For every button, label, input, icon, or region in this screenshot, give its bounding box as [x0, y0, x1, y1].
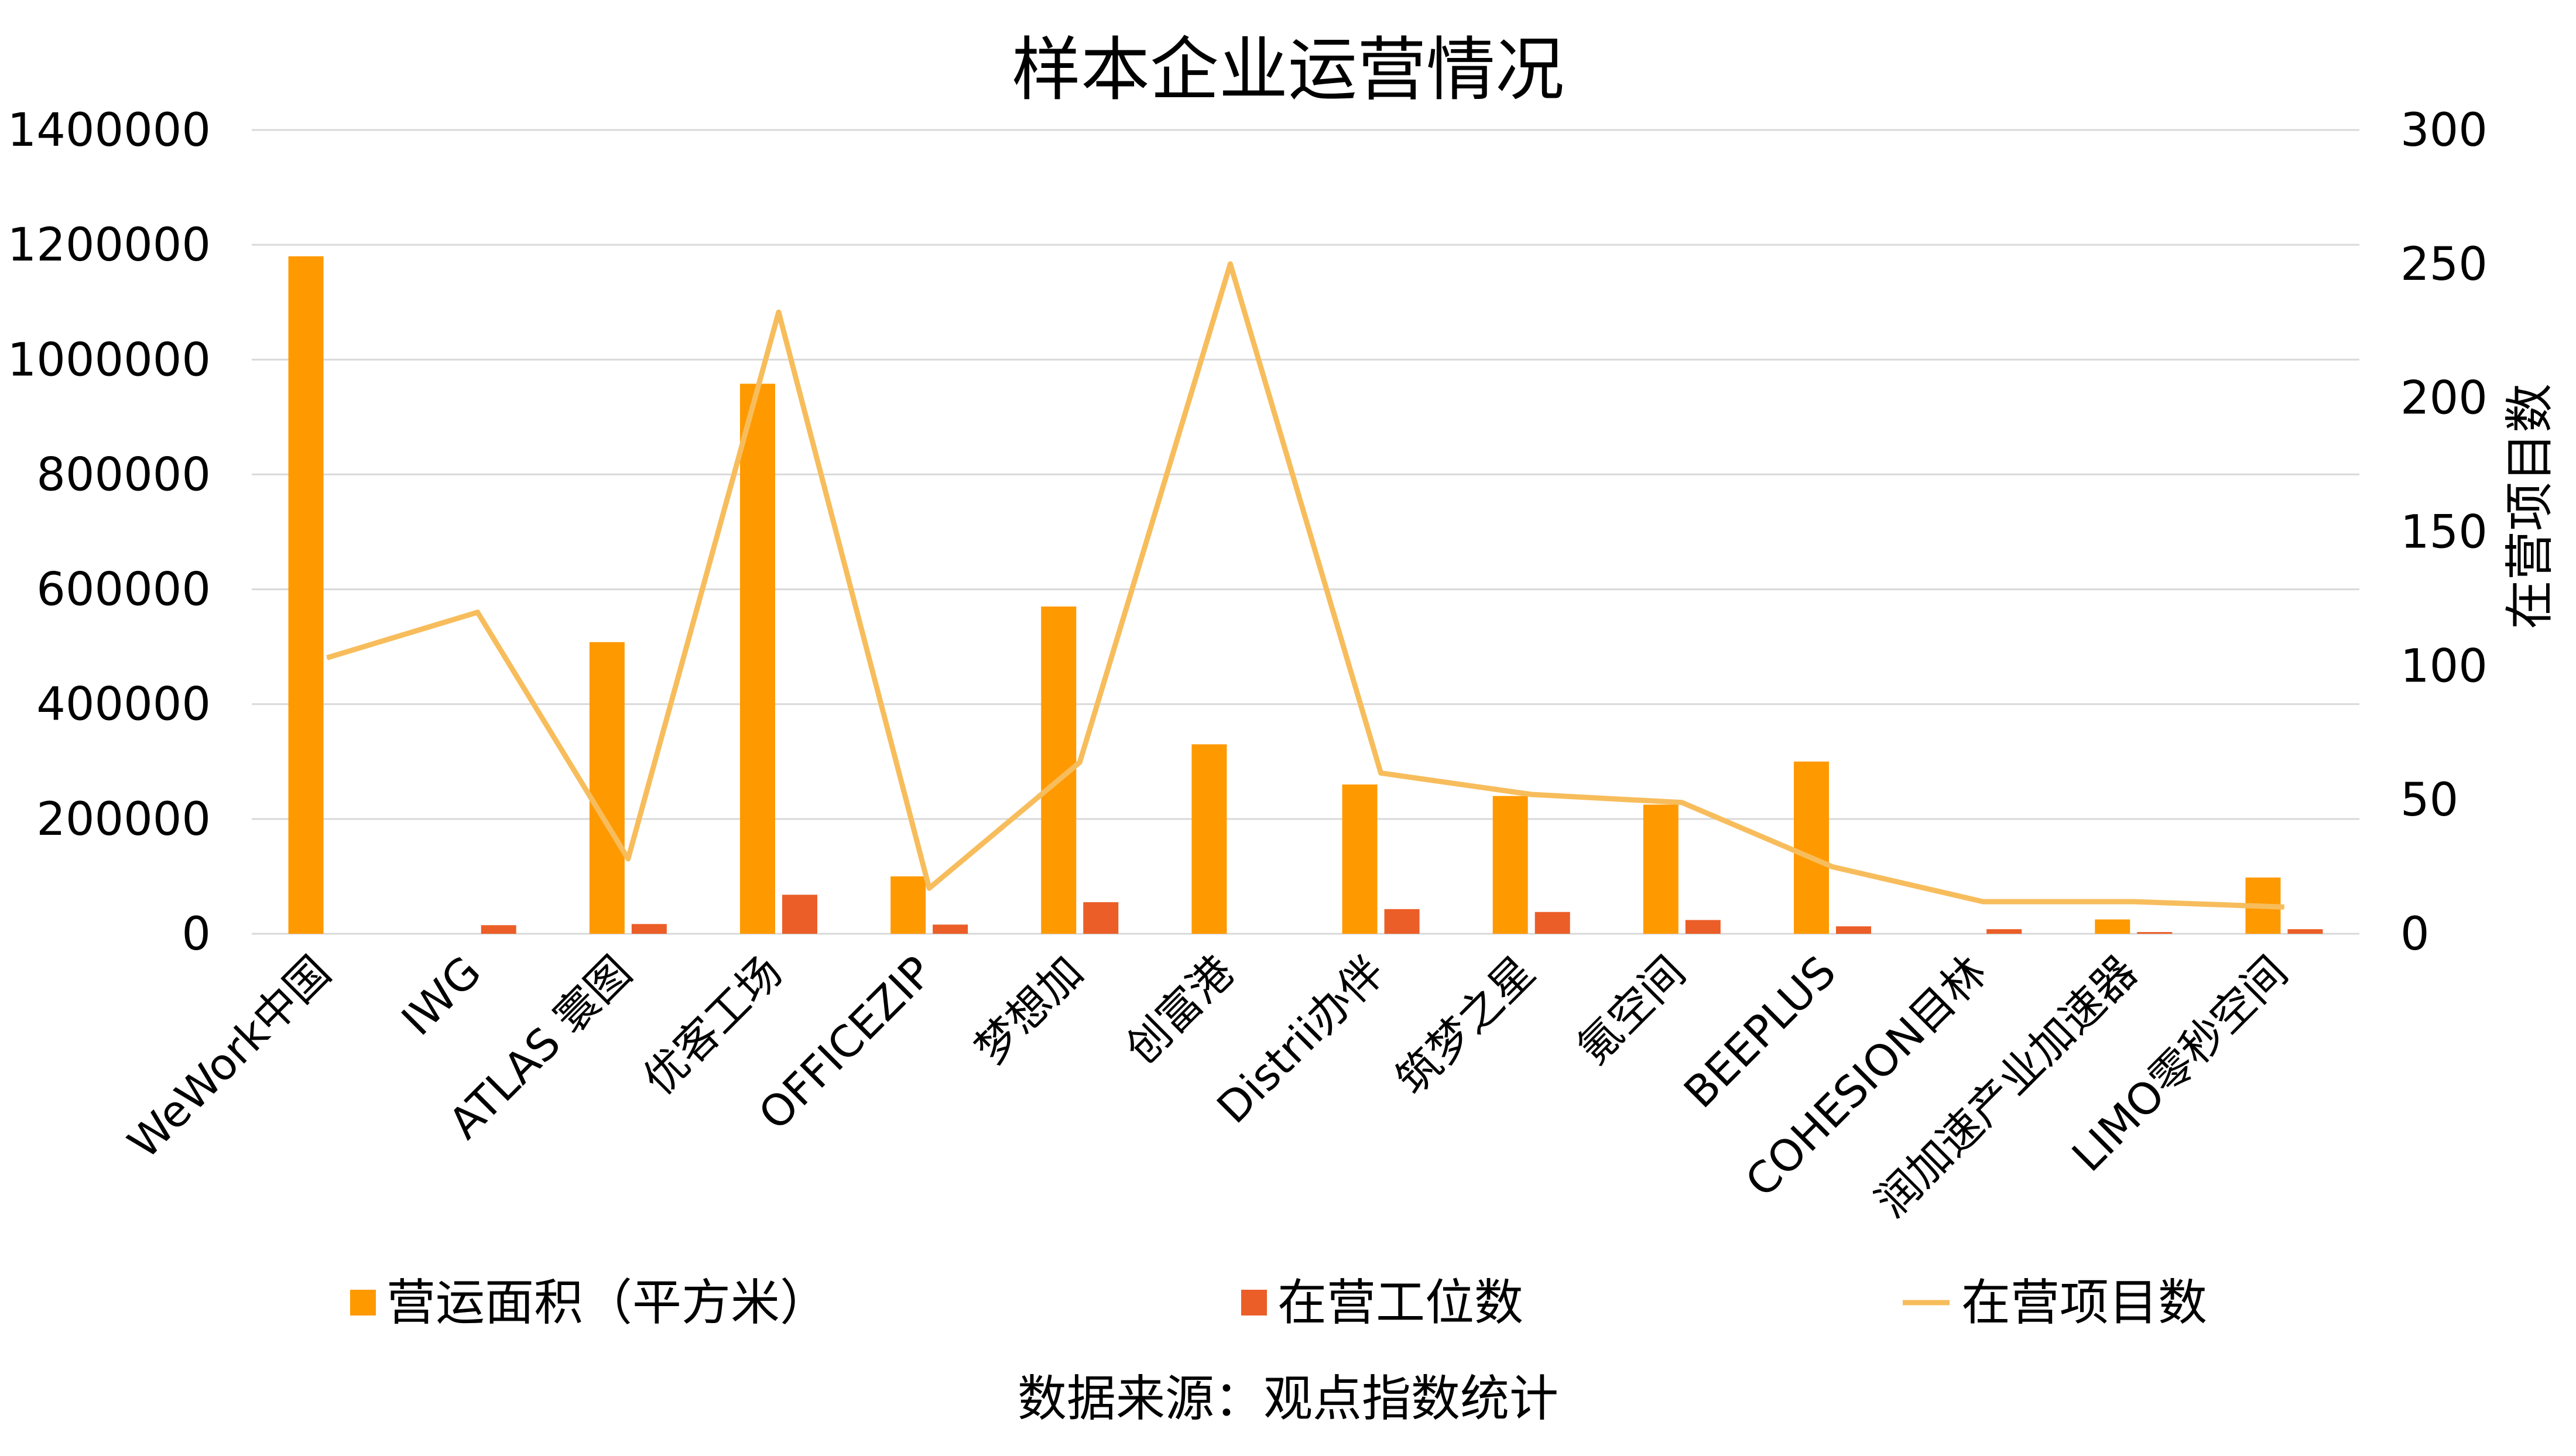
category-label: 创富港	[1116, 947, 1244, 1074]
left-tick-label: 1400000	[8, 104, 211, 157]
bar-seats	[1836, 926, 1871, 934]
legend-label: 在营项目数	[1961, 1274, 2207, 1331]
bar-area	[1191, 744, 1227, 934]
right-axis-ticks: 0 50 100 150 200 250 300	[2400, 104, 2488, 961]
line-point	[929, 888, 930, 889]
left-tick-label: 800000	[36, 448, 211, 501]
legend-label: 在营工位数	[1277, 1274, 1523, 1331]
left-tick-label: 600000	[36, 564, 211, 616]
line-point	[1681, 801, 1683, 803]
bar-seats	[481, 925, 516, 934]
bar-area	[1643, 804, 1678, 934]
bar-seats	[2287, 929, 2323, 934]
line-point	[2283, 906, 2285, 908]
bar-seats	[782, 895, 817, 934]
category-label: 梦想加	[965, 947, 1093, 1074]
bar-area	[589, 642, 625, 934]
line-point	[627, 858, 629, 859]
chart-title: 样本企业运营情况	[1012, 29, 1564, 110]
category-label: WeWork中国	[118, 947, 340, 1169]
line-point	[2133, 901, 2135, 903]
line-projects	[326, 261, 2284, 910]
left-tick-label: 0	[181, 908, 211, 961]
right-tick-label: 250	[2400, 238, 2488, 291]
left-tick-label: 400000	[36, 679, 211, 731]
category-label: 筑梦之星	[1386, 947, 1544, 1105]
line-point	[1229, 263, 1231, 265]
bar-area	[1794, 761, 1829, 934]
bar-seats	[933, 924, 968, 934]
right-tick-label: 0	[2400, 908, 2430, 961]
source-note: 数据来源：观点指数统计	[1018, 1370, 1558, 1427]
bar-area	[1342, 784, 1378, 934]
category-label: 润加速产业加速器	[1866, 947, 2147, 1227]
gridlines	[252, 129, 2359, 935]
line-point	[1982, 901, 1984, 903]
bars	[288, 256, 2323, 934]
bar-seats	[1534, 912, 1570, 934]
category-label: 氪空间	[1568, 947, 1695, 1074]
left-tick-label: 1000000	[8, 334, 211, 386]
line-point	[1079, 762, 1081, 763]
bar-seats	[631, 924, 667, 934]
bar-area	[1492, 796, 1528, 934]
legend-label: 营运面积（平方米）	[386, 1274, 829, 1331]
bar-seats	[1685, 920, 1721, 934]
right-tick-label: 100	[2400, 640, 2488, 693]
line-point	[477, 611, 478, 613]
legend: 营运面积（平方米） 在营工位数 在营项目数	[350, 1274, 2207, 1331]
left-tick-label: 200000	[36, 793, 211, 846]
bar-area	[2095, 919, 2130, 934]
right-tick-label: 300	[2400, 104, 2488, 157]
bar-seats	[1986, 929, 2022, 934]
line-point	[778, 311, 779, 313]
bar-seats	[1083, 902, 1119, 934]
bar-seats	[2137, 932, 2173, 934]
bar-area	[288, 256, 324, 934]
line-point	[1380, 772, 1382, 774]
right-tick-label: 200	[2400, 372, 2488, 425]
legend-swatch	[350, 1290, 376, 1315]
line-point	[1832, 866, 1833, 868]
bar-area	[890, 876, 926, 934]
line-series	[326, 261, 2285, 910]
category-label: 优客工场	[634, 947, 792, 1105]
line-point	[1530, 794, 1532, 796]
line-point	[326, 657, 328, 659]
bar-area	[740, 383, 775, 934]
legend-swatch	[1241, 1290, 1267, 1315]
category-label: IWG	[392, 947, 491, 1046]
right-tick-label: 150	[2400, 506, 2488, 559]
left-tick-label: 1200000	[8, 219, 211, 272]
right-tick-label: 50	[2400, 774, 2458, 827]
right-axis-label: 在营项目数	[2501, 383, 2558, 629]
left-axis-ticks: 0 200000 400000 600000 800000 1000000 1200000 1…	[8, 104, 211, 961]
bar-seats	[1384, 909, 1420, 934]
